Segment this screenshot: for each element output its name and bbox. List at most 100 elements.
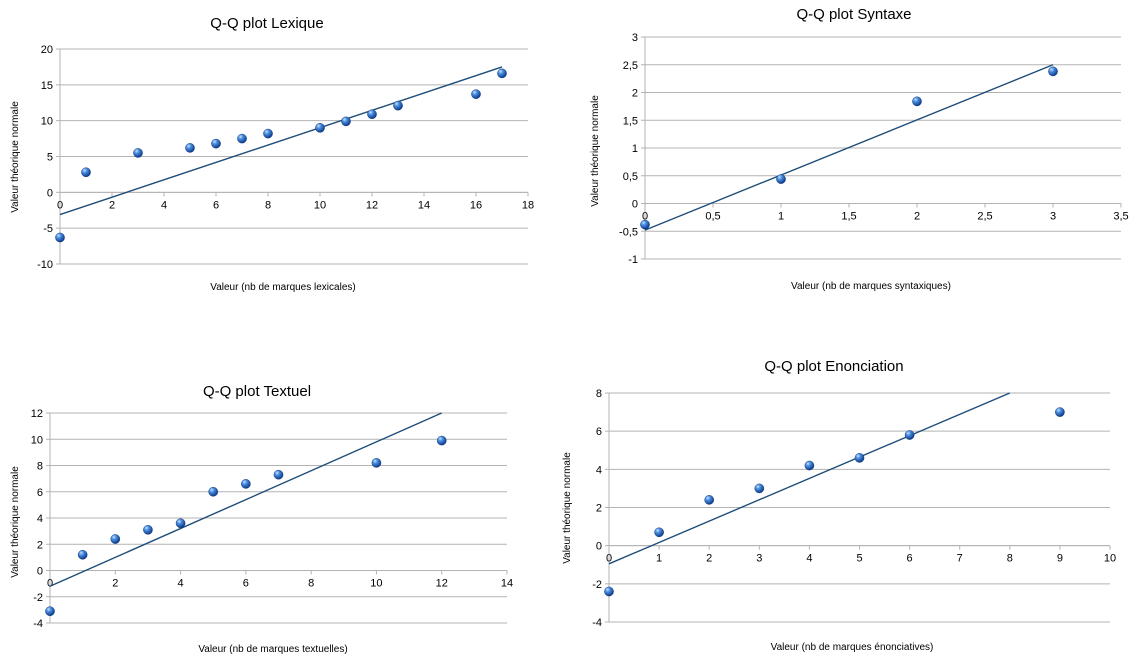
data-point — [705, 495, 714, 504]
data-point — [776, 174, 785, 183]
x-tick-label: 2 — [706, 553, 712, 565]
chart-title: Q-Q plot Enonciation — [764, 358, 903, 375]
y-tick-label: 1 — [632, 143, 638, 155]
x-tick-label: 10 — [1104, 553, 1116, 565]
y-tick-label: 4 — [596, 464, 602, 476]
y-tick-label: 15 — [41, 80, 53, 92]
y-tick-label: 0,5 — [623, 171, 638, 183]
x-tick-label: 8 — [265, 199, 271, 211]
x-tick-label: 8 — [308, 578, 314, 590]
y-tick-label: 20 — [41, 44, 53, 56]
data-point — [78, 550, 87, 559]
data-point — [209, 487, 218, 496]
x-tick-label: 4 — [161, 199, 167, 211]
data-point — [55, 233, 64, 242]
y-tick-label: 8 — [596, 388, 602, 400]
data-point — [315, 123, 324, 132]
y-tick-label: 2 — [37, 539, 43, 551]
x-tick-label: 3,5 — [1113, 211, 1128, 223]
chart-title: Q-Q plot Lexique — [210, 15, 323, 32]
data-point — [912, 97, 921, 106]
x-tick-label: 2 — [914, 211, 920, 223]
x-axis-label: Valeur (nb de marques syntaxiques) — [791, 281, 951, 292]
y-tick-label: 2 — [596, 503, 602, 515]
x-tick-label: 0 — [57, 199, 63, 211]
data-point — [211, 139, 220, 148]
chart-3: 0 2 4 6 8 10 12 14 -4 -2 0 2 4 6 8 10 12 Q-Q plot Textuel… — [10, 383, 513, 655]
data-point — [805, 461, 814, 470]
data-point — [241, 479, 250, 488]
data-point — [604, 587, 613, 596]
data-point — [237, 134, 246, 143]
x-tick-label: 10 — [370, 578, 382, 590]
y-tick-label: 3 — [632, 32, 638, 44]
chart-4: 0 1 2 3 4 5 6 7 8 9 10 -4 -2 0 2 4 6 8 Q-Q plot Enonciatio… — [562, 358, 1116, 653]
x-axis-label: Valeur (nb de marques textuelles) — [198, 644, 347, 655]
data-point — [437, 436, 446, 445]
y-axis-label: Valeur théorique normale — [590, 95, 601, 207]
x-tick-label: 18 — [522, 199, 534, 211]
y-axis-label: Valeur théorique normale — [10, 101, 21, 213]
x-tick-label: 1 — [778, 211, 784, 223]
y-tick-label: 10 — [31, 434, 43, 446]
chart-title: Q-Q plot Syntaxe — [796, 6, 911, 23]
y-tick-label: 0 — [47, 187, 53, 199]
x-tick-label: 2 — [109, 199, 115, 211]
y-tick-label: -1 — [628, 254, 638, 266]
x-tick-label: 6 — [243, 578, 249, 590]
x-tick-label: 9 — [1057, 553, 1063, 565]
x-tick-label: 6 — [907, 553, 913, 565]
y-tick-label: 10 — [41, 116, 53, 128]
data-point — [1055, 407, 1064, 416]
y-tick-label: 2,5 — [623, 60, 638, 72]
y-tick-label: -4 — [592, 617, 602, 629]
x-tick-label: 0,5 — [705, 211, 720, 223]
y-tick-label: 1,5 — [623, 115, 638, 127]
x-tick-label: 16 — [470, 199, 482, 211]
data-point — [655, 528, 664, 537]
x-tick-label: 4 — [178, 578, 184, 590]
y-tick-label: -5 — [43, 223, 53, 235]
x-tick-label: 4 — [806, 553, 812, 565]
x-tick-label: 14 — [418, 199, 430, 211]
y-tick-label: 0 — [632, 199, 638, 211]
x-tick-label: 14 — [501, 578, 513, 590]
x-tick-label: 0 — [47, 578, 53, 590]
x-tick-label: 8 — [1007, 553, 1013, 565]
data-point — [263, 129, 272, 138]
data-point — [1048, 67, 1057, 76]
x-tick-label: 7 — [957, 553, 963, 565]
reference-line — [609, 393, 1010, 564]
y-tick-label: 6 — [37, 487, 43, 499]
data-point — [133, 148, 142, 157]
x-tick-label: 3 — [756, 553, 762, 565]
y-axis-label: Valeur théorique normale — [562, 452, 573, 564]
x-axis-label: Valeur (nb de marques lexicales) — [210, 282, 355, 293]
chart-title: Q-Q plot Textuel — [203, 383, 311, 400]
data-point — [367, 110, 376, 119]
data-point — [640, 220, 649, 229]
y-tick-label: 4 — [37, 513, 43, 525]
y-tick-label: 6 — [596, 426, 602, 438]
x-tick-label: 3 — [1050, 211, 1056, 223]
y-tick-label: -10 — [37, 259, 53, 271]
x-tick-label: 2,5 — [977, 211, 992, 223]
y-tick-label: -2 — [33, 592, 43, 604]
data-point — [111, 534, 120, 543]
x-tick-label: 2 — [112, 578, 118, 590]
x-tick-label: 1,5 — [841, 211, 856, 223]
y-tick-label: 5 — [47, 152, 53, 164]
x-axis-label: Valeur (nb de marques énonciatives) — [771, 642, 934, 653]
data-point — [45, 607, 54, 616]
data-point — [81, 168, 90, 177]
data-point — [471, 90, 480, 99]
data-point — [143, 525, 152, 534]
x-tick-label: 10 — [314, 199, 326, 211]
chart-1: 0 2 4 6 8 10 12 14 16 18 -10 -5 0 5 10 15 20 Q-Q plot Lex… — [10, 15, 534, 293]
y-axis-label: Valeur théorique normale — [10, 466, 21, 578]
data-point — [185, 143, 194, 152]
data-point — [372, 458, 381, 467]
y-tick-label: 2 — [632, 88, 638, 100]
data-point — [393, 101, 402, 110]
